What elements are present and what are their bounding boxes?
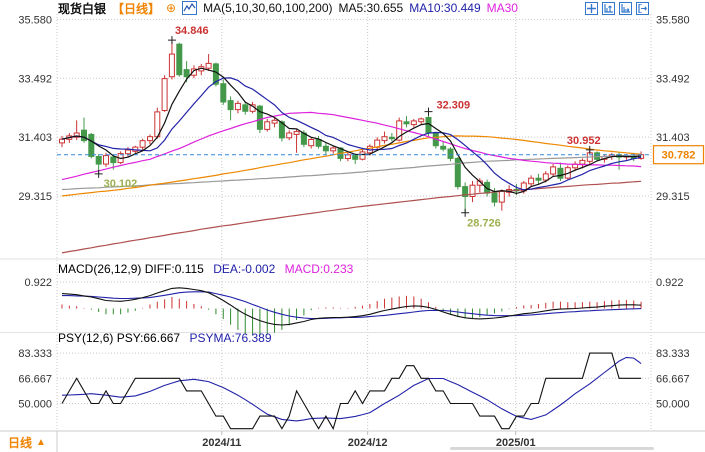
psy-value: PSY:66.667 (116, 331, 181, 345)
svg-text:2024/12: 2024/12 (348, 437, 388, 449)
svg-text:35.580: 35.580 (656, 14, 690, 26)
extreme-marker (424, 107, 433, 116)
h-scrollbar[interactable] (450, 447, 654, 450)
svg-text:0.922: 0.922 (656, 277, 684, 289)
svg-text:29.315: 29.315 (656, 191, 690, 203)
footer-period-label: 日线 (8, 436, 33, 450)
svg-text:83.333: 83.333 (18, 348, 52, 360)
svg-text:29.315: 29.315 (18, 191, 52, 203)
svg-text:33.492: 33.492 (656, 73, 690, 85)
price-annotations: 34.846 30.102 32.309 28.726 30.952 (94, 25, 601, 230)
svg-text:83.333: 83.333 (656, 348, 690, 360)
svg-text:50.000: 50.000 (18, 399, 52, 411)
svg-text:34.846: 34.846 (175, 25, 209, 37)
svg-text:0.922: 0.922 (24, 277, 52, 289)
add-indicator-icon[interactable]: ⊕ (166, 1, 177, 15)
extreme-marker (461, 208, 470, 217)
extreme-marker (585, 145, 594, 154)
macd-dea-value: DEA:-0.002 (213, 262, 276, 276)
svg-text:2024/11: 2024/11 (202, 437, 241, 449)
axis-labels: 35.580 35.580 33.492 33.492 31.403 31.403 29.3… (18, 14, 689, 410)
macd-diff-value: DIFF:0.115 (144, 262, 204, 276)
svg-text:33.492: 33.492 (18, 73, 52, 85)
ma200-line (61, 180, 642, 254)
svg-text:50.000: 50.000 (656, 399, 690, 411)
panel-separators (0, 258, 705, 452)
psy-title: PSY(12,6) (58, 331, 114, 345)
ma30-value: MA30 (486, 1, 518, 15)
svg-text:30.782: 30.782 (662, 150, 696, 162)
axis-pan-icon[interactable] (619, 2, 632, 15)
axis-zoom-icon[interactable] (602, 2, 615, 15)
macd-macd-value: MACD:0.233 (284, 262, 354, 276)
ma60-line (61, 135, 642, 197)
svg-text:2025/01: 2025/01 (496, 437, 536, 449)
ma-settings-label: MA(5,10,30,60,100,200) (203, 1, 333, 15)
ma10-value: MA10:30.449 (409, 1, 481, 15)
macd-title: MACD(26,12,9) (58, 262, 142, 276)
psyma-value: PSYMA:76.389 (189, 331, 272, 345)
svg-text:35.580: 35.580 (18, 14, 52, 26)
chart-header: 现货白银 【日线】 ⊕ MA(5,10,30,60,100,200) MA5:3… (58, 1, 518, 16)
last-price-box (652, 145, 705, 165)
svg-text:31.403: 31.403 (18, 132, 52, 144)
svg-text:30.952: 30.952 (567, 135, 601, 147)
ma5-value: MA5:30.655 (338, 1, 404, 15)
exit-right-icon[interactable] (636, 2, 649, 15)
period-tag: 【日线】 (112, 1, 161, 16)
svg-text:66.667: 66.667 (18, 373, 52, 385)
date-axis: 2024/11 2024/12 2025/01 (202, 437, 654, 450)
symbol-title: 现货白银 (58, 1, 107, 16)
psy-label-row: PSY(12,6) PSY:66.667 PSYMA:76.389 (58, 331, 272, 345)
ma10-line (61, 77, 642, 191)
psy-panel (61, 352, 642, 431)
last-price-line: 30.782 (57, 145, 705, 165)
ma5-line (61, 67, 642, 195)
macd-label-row: MACD(26,12,9) DIFF:0.115 DEA:-0.002 MACD… (58, 262, 353, 276)
footer-arrow-icon: ▲ (36, 437, 46, 448)
ma30-line (61, 111, 642, 181)
gridlines (56, 14, 652, 430)
svg-text:28.726: 28.726 (467, 218, 501, 230)
extreme-marker (94, 169, 103, 178)
svg-text:32.309: 32.309 (437, 100, 471, 112)
chart-toolbar (585, 2, 649, 15)
footer-period[interactable]: 日线 ▲ (8, 434, 46, 451)
ma100-line (61, 154, 642, 191)
svg-text:30.102: 30.102 (104, 178, 138, 190)
svg-text:31.403: 31.403 (656, 132, 690, 144)
svg-text:66.667: 66.667 (656, 373, 690, 385)
macd-panel (61, 287, 642, 336)
extreme-marker (167, 36, 176, 45)
chart-type-icon[interactable] (182, 1, 198, 15)
crosshair-move-icon[interactable] (585, 2, 598, 15)
